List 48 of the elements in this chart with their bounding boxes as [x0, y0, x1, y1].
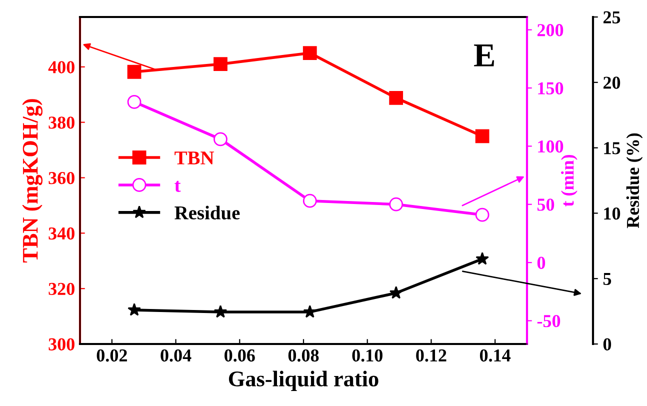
y-tick-label: 340 — [48, 227, 74, 240]
y2-tick-label: 0 — [537, 256, 546, 269]
y2-tick-label: -50 — [537, 314, 560, 328]
y-tick-label: 320 — [48, 282, 74, 296]
y3-tick-label: 15 — [604, 142, 620, 154]
y3-tick-label: 0 — [603, 338, 612, 350]
point — [128, 303, 141, 316]
y3-tick-label: 10 — [604, 207, 620, 220]
x-tick-label: 0.04 — [160, 349, 192, 362]
y2-tick-label: 200 — [537, 24, 564, 36]
point — [389, 197, 404, 212]
legend-label: TBN — [174, 152, 214, 164]
x-tick-label: 0.06 — [224, 349, 255, 362]
y2-tick-label: 100 — [538, 140, 564, 153]
y3-tick-label: 5 — [603, 273, 612, 286]
point — [214, 57, 228, 72]
y2-tick-label: 150 — [538, 82, 564, 94]
y-tick-label: 400 — [48, 61, 74, 74]
x-axis-title: Gas-liquid ratio — [228, 370, 378, 391]
point — [303, 305, 317, 318]
x-tick-label: 0.12 — [416, 349, 446, 362]
y3-axis-title: Residue (%) — [626, 133, 643, 228]
point — [302, 46, 317, 60]
point — [475, 129, 490, 144]
point — [475, 208, 490, 222]
y3-tick-label: 25 — [603, 11, 620, 24]
y-tick-label: 360 — [48, 172, 74, 184]
x-tick-label: 0.14 — [480, 349, 511, 362]
y-axis-title: TBN (mgKOH/g) — [22, 99, 42, 263]
y-tick-label: 380 — [48, 116, 74, 129]
point — [389, 286, 403, 299]
point — [214, 305, 228, 318]
point — [302, 194, 317, 208]
annotation: E — [474, 44, 494, 66]
x-tick-label: 0.02 — [96, 349, 127, 362]
point — [214, 132, 228, 146]
point — [127, 64, 142, 79]
x-tick-label: 0.08 — [288, 349, 319, 362]
legend-label: Residue — [174, 206, 240, 220]
y2-axis-title: t (min) — [561, 154, 578, 207]
point — [389, 90, 404, 105]
x-tick-label: 0.10 — [352, 349, 382, 362]
legend-label: t — [174, 180, 181, 192]
y2-tick-label: 50 — [537, 198, 554, 211]
point — [476, 252, 489, 265]
y-tick-label: 300 — [48, 338, 74, 350]
y3-tick-label: 20 — [603, 76, 620, 89]
point — [127, 95, 142, 109]
